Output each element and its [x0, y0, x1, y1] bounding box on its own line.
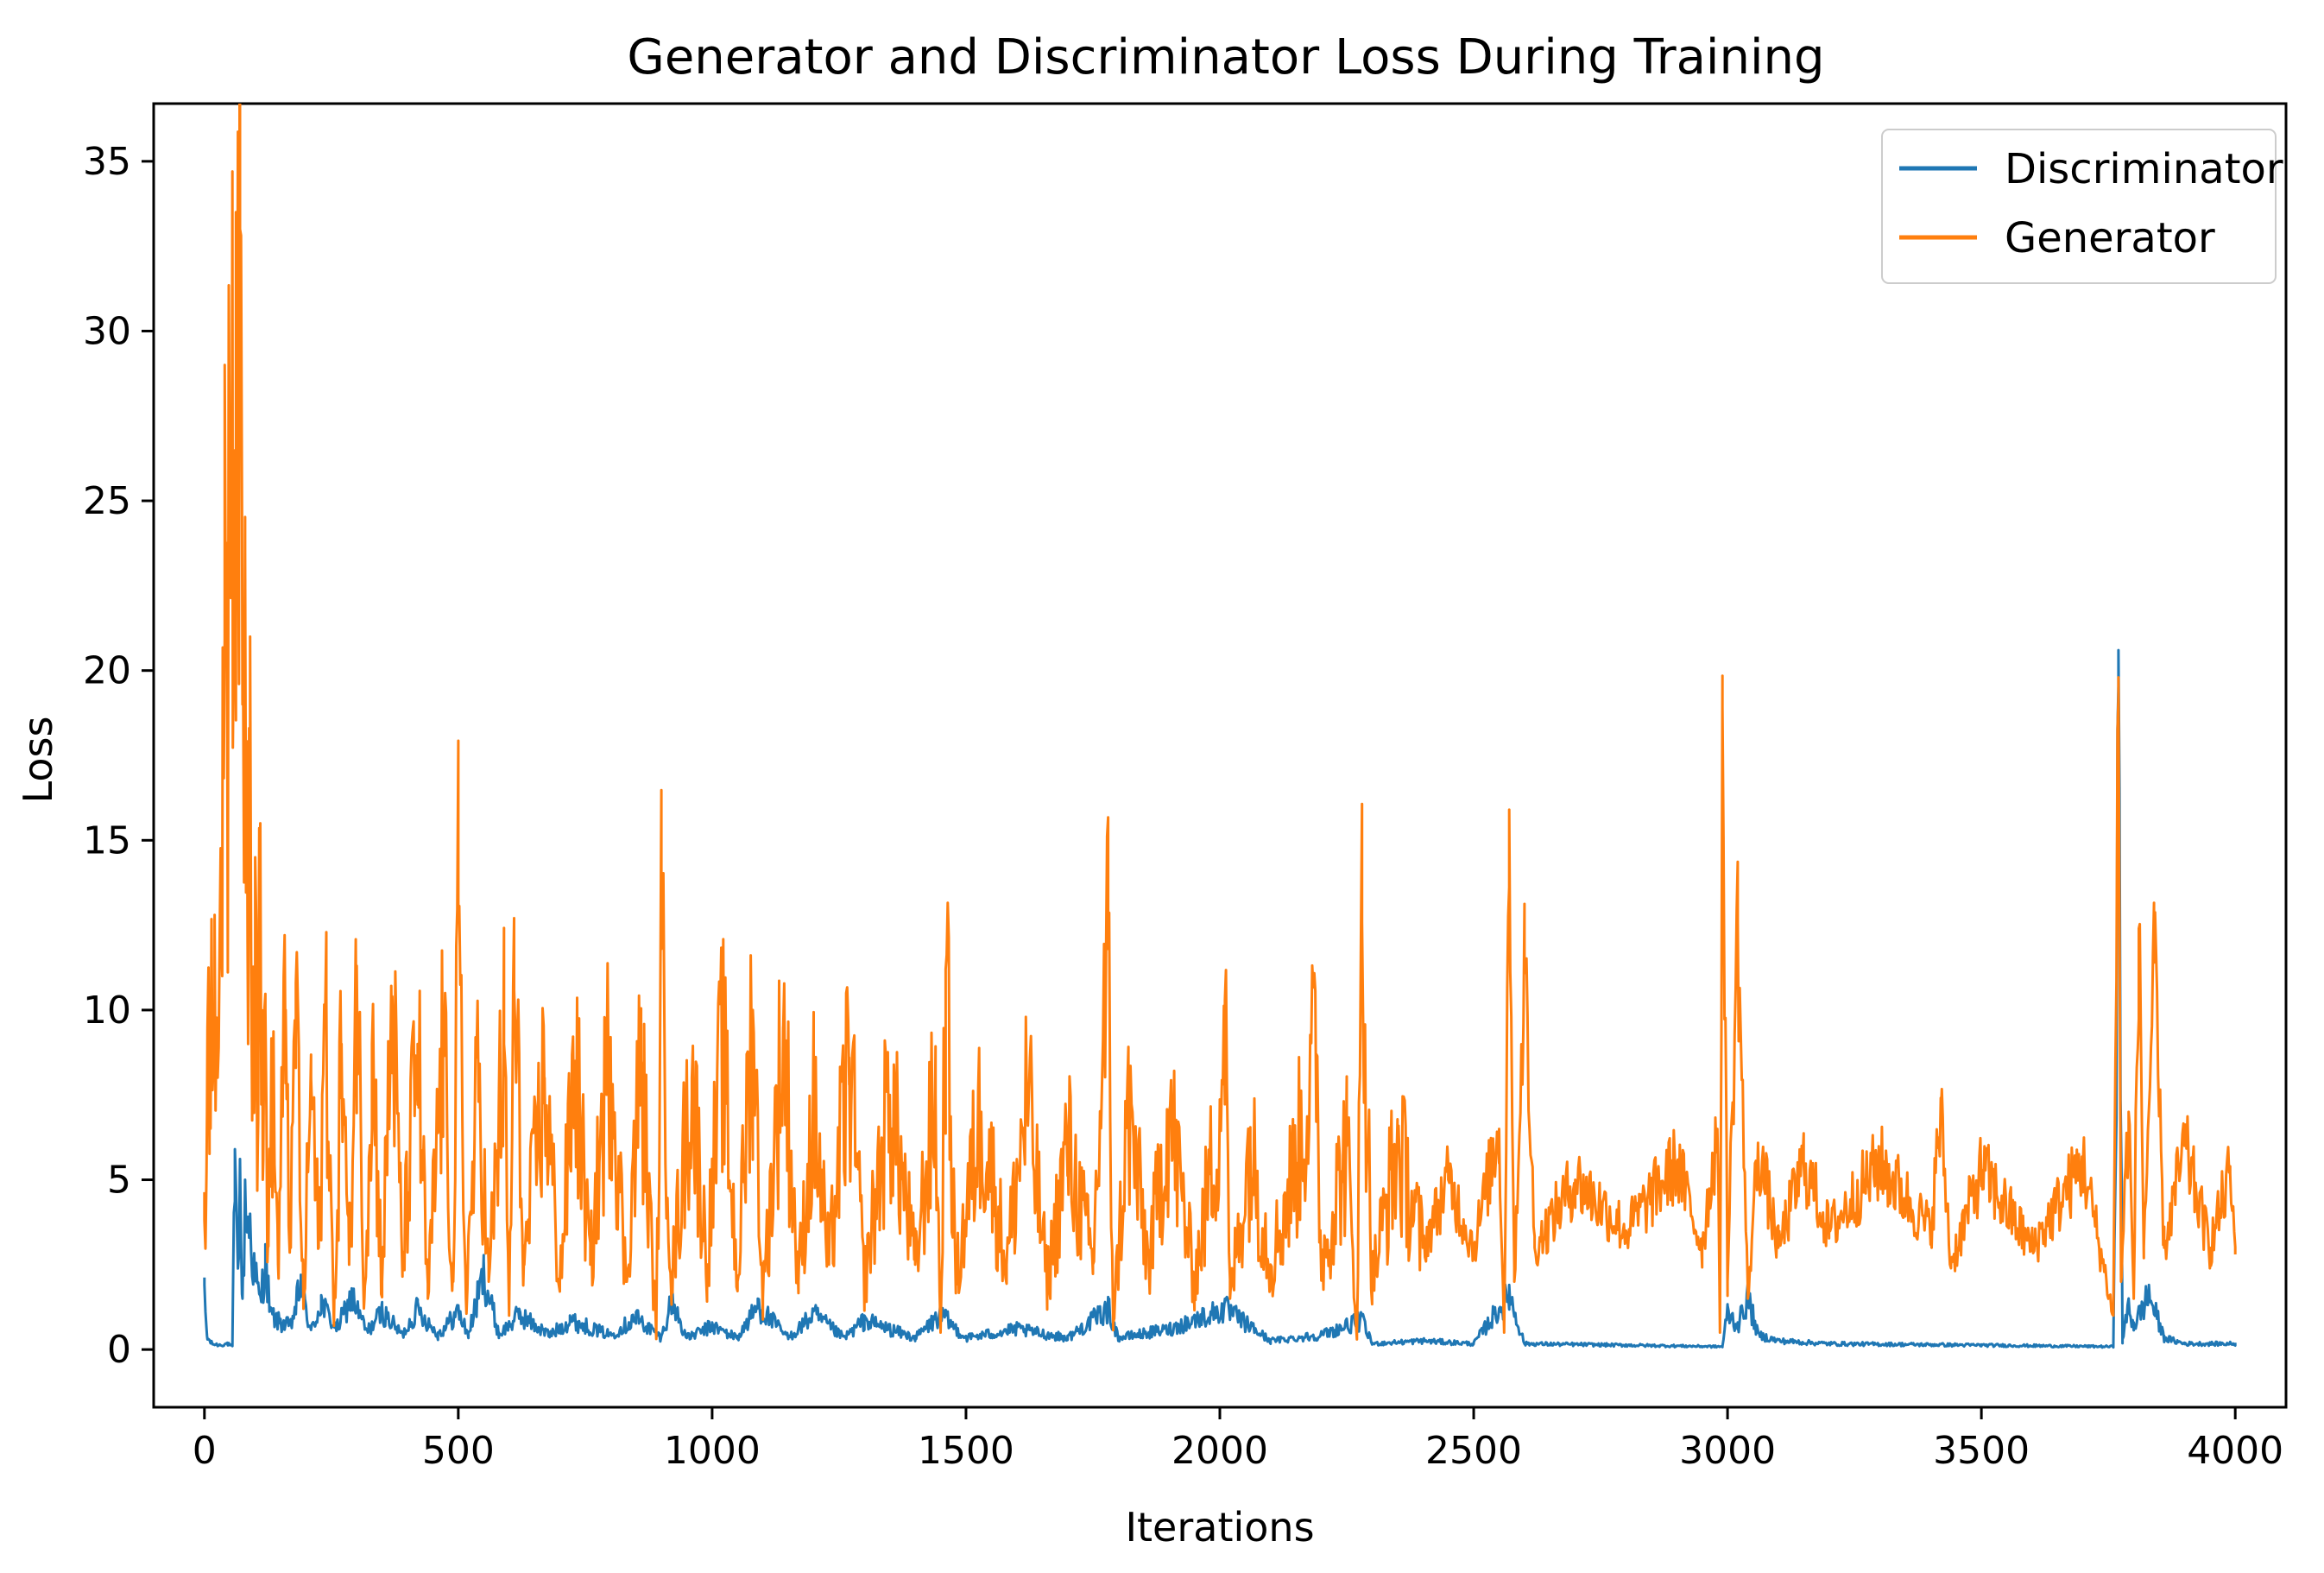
y-tick-label: 35	[83, 140, 131, 184]
series-layer	[203, 104, 2237, 1349]
chart-title: Generator and Discriminator Loss During …	[627, 29, 1824, 85]
legend-label-discriminator: Discriminator	[2005, 145, 2283, 193]
y-tick-label: 30	[83, 309, 131, 353]
y-axis-label: Loss	[15, 717, 61, 804]
legend-label-generator: Generator	[2005, 214, 2215, 262]
legend: Discriminator Generator	[1881, 129, 2283, 284]
y-tick-label: 10	[83, 989, 131, 1033]
x-tick-label: 4000	[2187, 1429, 2283, 1473]
y-axis-ticks: 0 5 10 15 20 25 30 35	[83, 140, 154, 1372]
x-tick-label: 3000	[1679, 1429, 1776, 1473]
x-axis-ticks: 0 500 1000 1500 2000 2500 3000 3500 4000	[193, 1407, 2283, 1473]
series-line-generator	[203, 104, 2237, 1341]
x-tick-label: 2500	[1425, 1429, 1522, 1473]
y-tick-label: 0	[107, 1328, 131, 1372]
x-tick-label: 2000	[1171, 1429, 1268, 1473]
y-tick-label: 15	[83, 818, 131, 862]
series-line-discriminator	[203, 648, 2237, 1349]
x-tick-label: 1500	[918, 1429, 1014, 1473]
y-tick-label: 20	[83, 649, 131, 693]
y-tick-label: 5	[107, 1159, 131, 1203]
legend-box	[1881, 129, 2277, 284]
x-tick-label: 500	[422, 1429, 495, 1473]
x-axis-label: Iterations	[1125, 1504, 1314, 1551]
x-tick-label: 1000	[664, 1429, 761, 1473]
x-tick-label: 3500	[1933, 1429, 2030, 1473]
y-tick-label: 25	[83, 479, 131, 523]
x-tick-label: 0	[193, 1429, 217, 1473]
